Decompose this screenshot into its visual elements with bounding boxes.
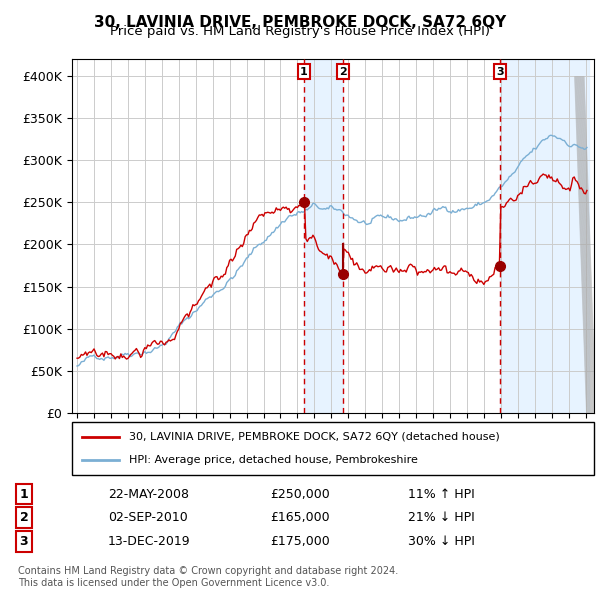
Text: 13-DEC-2019: 13-DEC-2019 <box>108 535 191 548</box>
Text: 3: 3 <box>20 535 28 548</box>
Text: 1: 1 <box>300 67 308 77</box>
Text: Contains HM Land Registry data © Crown copyright and database right 2024.
This d: Contains HM Land Registry data © Crown c… <box>18 566 398 588</box>
Text: 30% ↓ HPI: 30% ↓ HPI <box>408 535 475 548</box>
Text: £250,000: £250,000 <box>270 487 330 501</box>
Text: 2: 2 <box>339 67 347 77</box>
FancyBboxPatch shape <box>72 422 594 475</box>
Bar <box>500 59 589 413</box>
Text: Price paid vs. HM Land Registry's House Price Index (HPI): Price paid vs. HM Land Registry's House … <box>110 25 490 38</box>
Text: 02-SEP-2010: 02-SEP-2010 <box>108 511 188 525</box>
Text: 11% ↑ HPI: 11% ↑ HPI <box>408 487 475 501</box>
Text: £175,000: £175,000 <box>270 535 330 548</box>
Text: 21% ↓ HPI: 21% ↓ HPI <box>408 511 475 525</box>
Text: 3: 3 <box>496 67 504 77</box>
Bar <box>304 59 343 413</box>
Text: 22-MAY-2008: 22-MAY-2008 <box>108 487 189 501</box>
Text: 30, LAVINIA DRIVE, PEMBROKE DOCK, SA72 6QY: 30, LAVINIA DRIVE, PEMBROKE DOCK, SA72 6… <box>94 15 506 30</box>
Text: 30, LAVINIA DRIVE, PEMBROKE DOCK, SA72 6QY (detached house): 30, LAVINIA DRIVE, PEMBROKE DOCK, SA72 6… <box>130 432 500 442</box>
Text: HPI: Average price, detached house, Pembrokeshire: HPI: Average price, detached house, Pemb… <box>130 455 418 465</box>
Text: £165,000: £165,000 <box>270 511 329 525</box>
Text: 2: 2 <box>20 511 28 525</box>
Text: 1: 1 <box>20 487 28 501</box>
